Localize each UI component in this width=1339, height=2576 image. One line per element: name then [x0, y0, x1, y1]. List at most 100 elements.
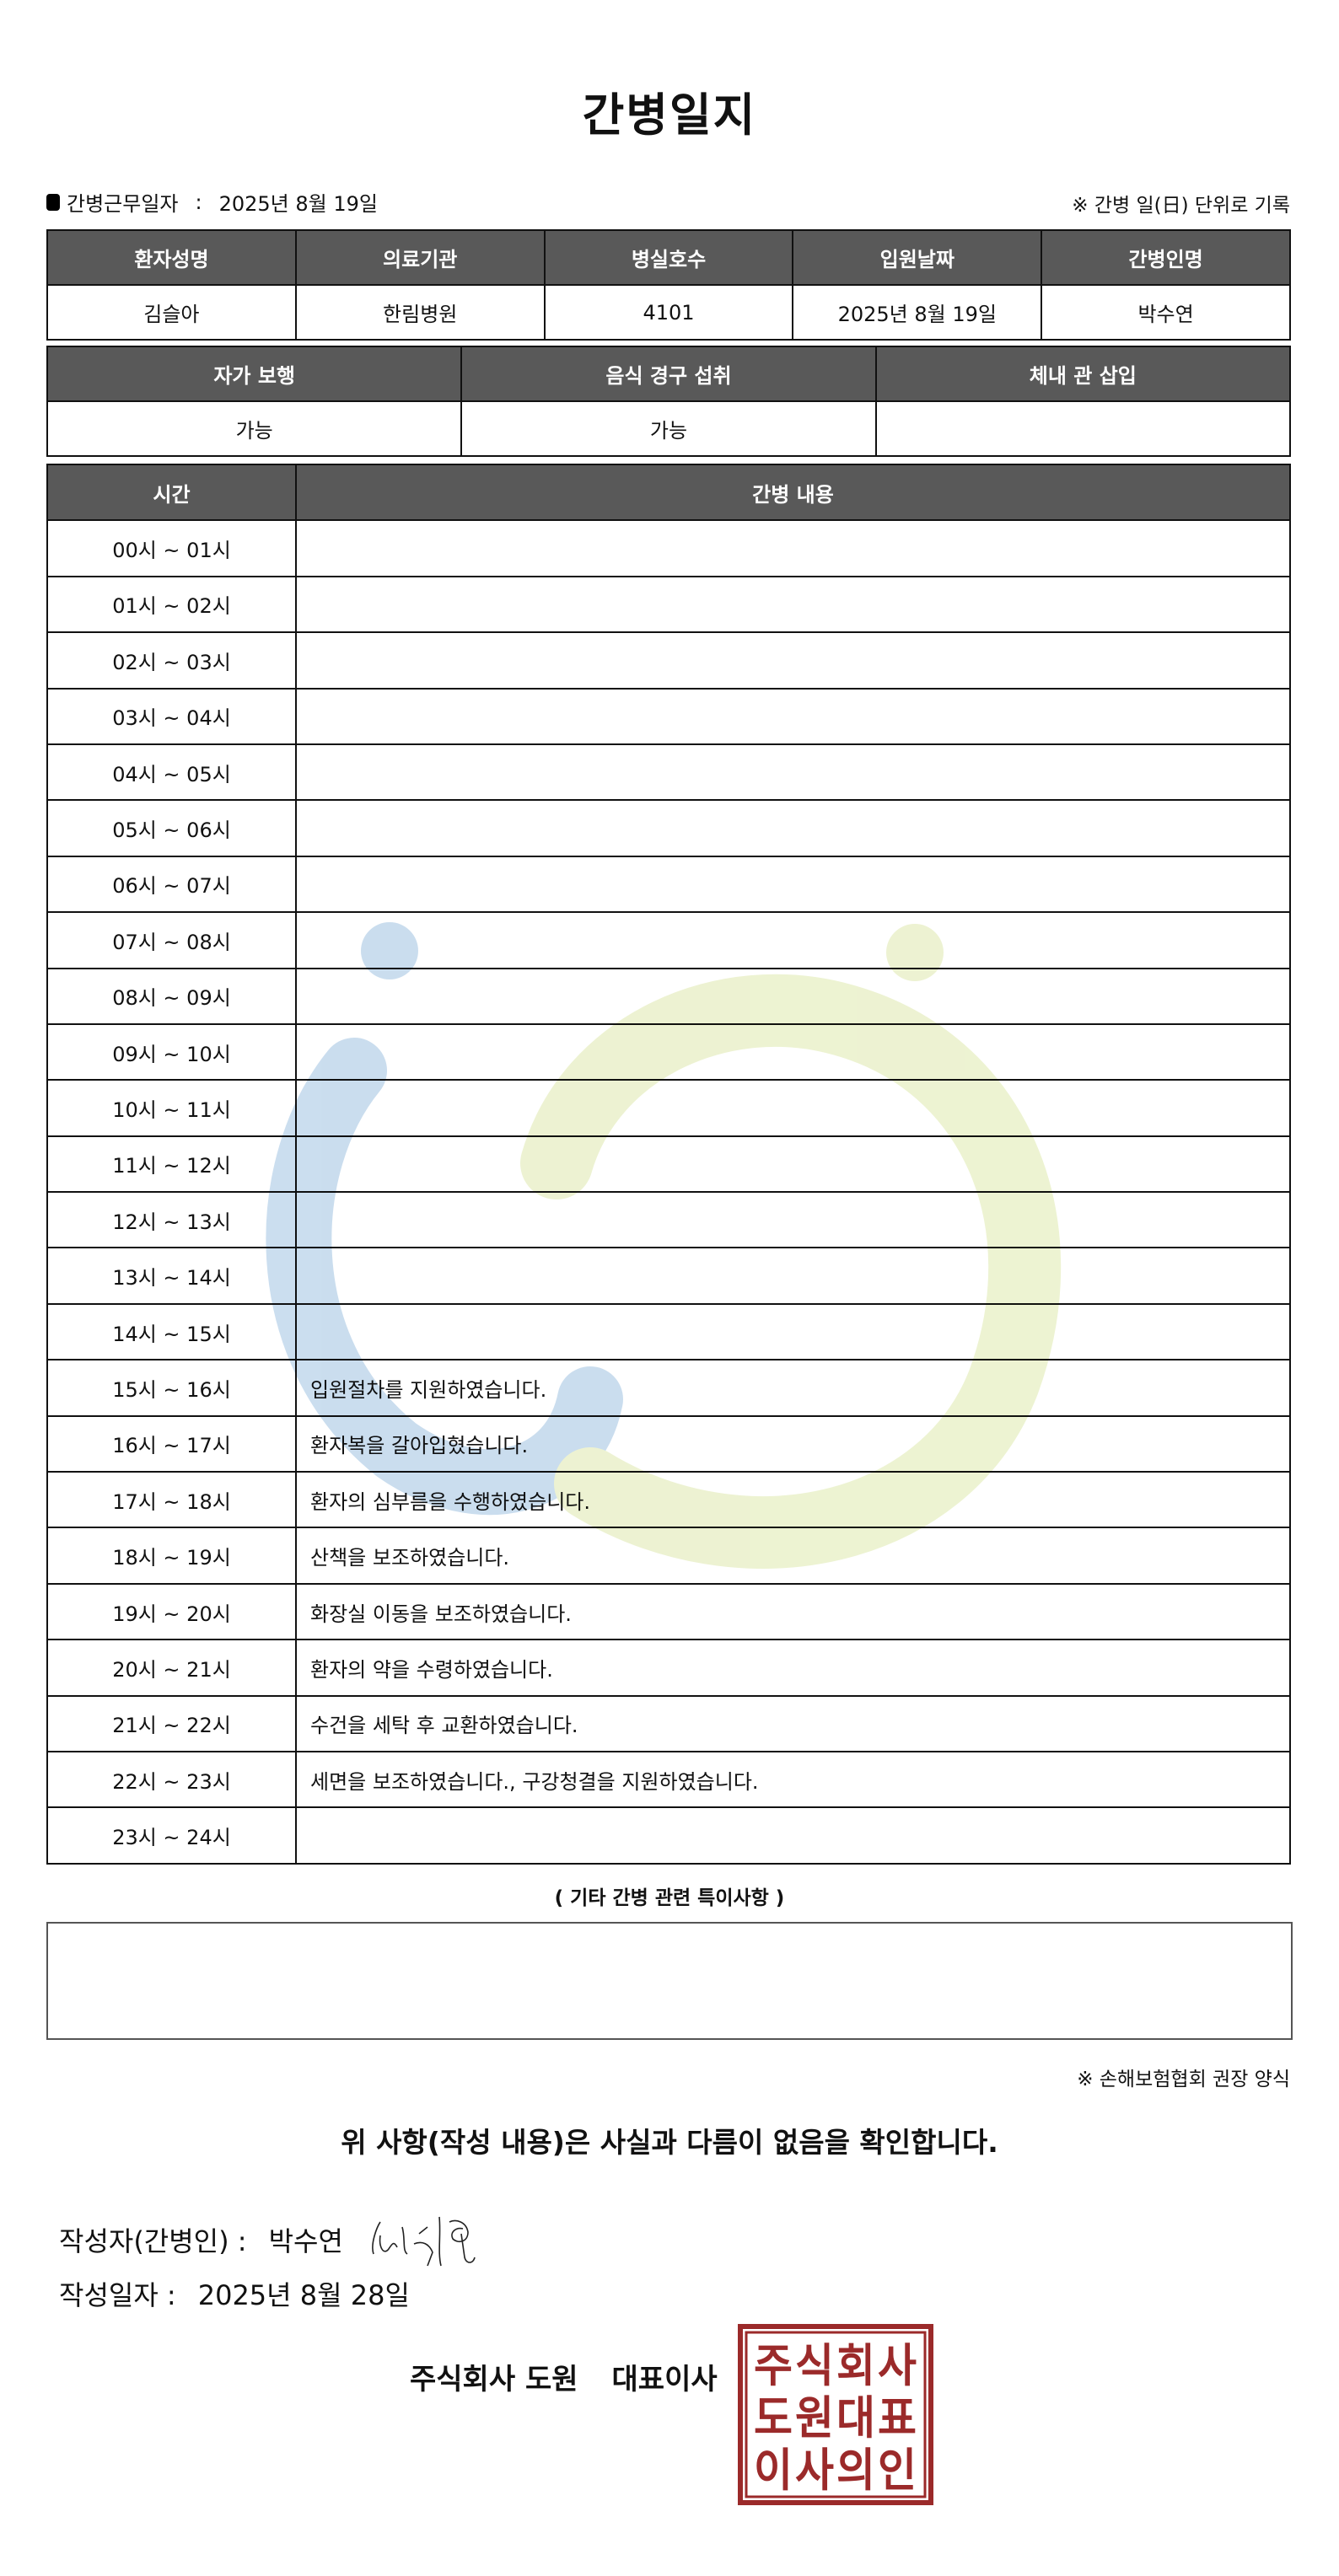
unit-note: ※ 간병 일(日) 단위로 기록: [1072, 195, 1290, 217]
table-row: 19시 ~ 20시 화장실 이동을 보조하였습니다.: [46, 1582, 1291, 1641]
table-row: 01시 ~ 02시: [46, 575, 1291, 634]
seal-char: 식: [795, 2339, 834, 2392]
content-cell: 입원절차를 지원하였습니다.: [295, 1359, 1291, 1417]
time-cell: 03시 ~ 04시: [46, 687, 297, 745]
write-date: 2025년 8월 28일: [197, 2279, 410, 2311]
time-cell: 12시 ~ 13시: [46, 1191, 297, 1249]
content-cell: [295, 519, 1291, 577]
time-cell: 18시 ~ 19시: [46, 1527, 297, 1585]
time-cell: 05시 ~ 06시: [46, 799, 297, 857]
content-cell: 환자복을 갈아입혔습니다.: [295, 1414, 1291, 1473]
time-cell: 22시 ~ 23시: [46, 1750, 297, 1809]
work-date-line: 간병근무일자 : 2025년 8월 19일: [46, 187, 378, 217]
bullet-icon: [46, 193, 60, 211]
time-cell: 08시 ~ 09시: [46, 967, 297, 1025]
patient-name: 김슬아: [46, 284, 297, 341]
table-row: 17시 ~ 18시 환자의 심부름을 수행하였습니다.: [46, 1471, 1291, 1529]
work-date-value: 2025년 8월 19일: [218, 192, 378, 216]
table-row: 02시 ~ 03시: [46, 631, 1291, 690]
table-row: 22시 ~ 23시 세면을 보조하였습니다., 구강청결을 지원하였습니다.: [46, 1750, 1291, 1809]
seal-char: 원: [795, 2391, 834, 2445]
caregiver: 박수연: [1041, 284, 1291, 341]
content-cell: [295, 1302, 1291, 1361]
table-row: 07시 ~ 08시: [46, 911, 1291, 969]
write-date-label: 작성일자 :: [59, 2279, 176, 2311]
seal-char: 사: [795, 2444, 834, 2497]
content-cell: 산책을 보조하였습니다.: [295, 1527, 1291, 1585]
header-room: 병실호수: [543, 229, 794, 286]
care-log-table: 시간 간병 내용 00시 ~ 01시 01시 ~ 02시 02시 ~ 03시 03시 …: [46, 463, 1291, 1865]
table-row: 18시 ~ 19시 산책을 보조하였습니다.: [46, 1527, 1291, 1585]
patient-info-table: 환자성명 의료기관 병실호수 입원날짜 간병인명 김슬아 한림병원 4101 2…: [46, 229, 1291, 341]
time-cell: 20시 ~ 21시: [46, 1639, 297, 1697]
writer-label: 작성자(간병인) :: [59, 2225, 247, 2257]
table-row: 05시 ~ 06시: [46, 799, 1291, 857]
form-note: ※ 손해보험협회 권장 양식: [1077, 2069, 1290, 2090]
content-cell: [295, 575, 1291, 634]
time-cell: 15시 ~ 16시: [46, 1359, 297, 1417]
content-cell: [295, 1022, 1291, 1081]
content-cell: [295, 855, 1291, 914]
time-cell: 21시 ~ 22시: [46, 1694, 297, 1752]
company-name: 주식회사 도원: [410, 2363, 578, 2396]
seal-char: 의: [836, 2444, 875, 2497]
table-row: 03시 ~ 04시: [46, 687, 1291, 745]
table-row: 21시 ~ 22시 수건을 세탁 후 교환하였습니다.: [46, 1694, 1291, 1752]
seal-char: 대: [836, 2391, 875, 2445]
content-cell: [295, 1806, 1291, 1865]
content-cell: [295, 687, 1291, 745]
content-cell: [295, 1191, 1291, 1249]
work-date-sep: :: [195, 190, 202, 214]
oral-intake: 가능: [460, 400, 877, 457]
table-row: 11시 ~ 12시: [46, 1135, 1291, 1194]
content-cell: [295, 911, 1291, 969]
header-admission-date: 입원날짜: [792, 229, 1043, 286]
tube: [874, 400, 1292, 457]
signature-icon: [372, 2216, 476, 2267]
table-row: 00시 ~ 01시: [46, 519, 1291, 577]
time-cell: 19시 ~ 20시: [46, 1582, 297, 1641]
other-notes-title: ( 기타 간병 관련 특이사항 ): [554, 1887, 785, 1909]
writer-name: 박수연: [268, 2225, 343, 2257]
time-cell: 10시 ~ 11시: [46, 1079, 297, 1137]
table-row: 23시 ~ 24시: [46, 1806, 1291, 1865]
content-cell: [295, 1247, 1291, 1305]
table-row: 13시 ~ 14시: [46, 1247, 1291, 1305]
header-caregiver: 간병인명: [1041, 229, 1291, 286]
table-row: 10시 ~ 11시: [46, 1079, 1291, 1137]
content-cell: [295, 743, 1291, 802]
confirmation-text: 위 사항(작성 내용)은 사실과 다름이 없음을 확인합니다.: [341, 2126, 998, 2159]
seal-char: 사: [878, 2339, 917, 2392]
company-line: 주식회사 도원 대표이사: [410, 2356, 718, 2397]
content-cell: [295, 1135, 1291, 1194]
table-row: 04시 ~ 05시: [46, 743, 1291, 802]
admission-date: 2025년 8월 19일: [792, 284, 1043, 341]
header-content: 간병 내용: [295, 463, 1291, 522]
table-row: 16시 ~ 17시 환자복을 갈아입혔습니다.: [46, 1414, 1291, 1473]
time-cell: 16시 ~ 17시: [46, 1414, 297, 1473]
content-cell: 환자의 약을 수령하였습니다.: [295, 1639, 1291, 1697]
time-cell: 04시 ~ 05시: [46, 743, 297, 802]
time-cell: 01시 ~ 02시: [46, 575, 297, 634]
header-institution: 의료기관: [294, 229, 546, 286]
table-row: 09시 ~ 10시: [46, 1022, 1291, 1081]
header-walking: 자가 보행: [46, 346, 463, 402]
walking: 가능: [46, 400, 463, 457]
work-date-label: 간병근무일자: [67, 192, 179, 216]
time-cell: 23시 ~ 24시: [46, 1806, 297, 1865]
room: 4101: [543, 284, 794, 341]
content-cell: 수건을 세탁 후 교환하였습니다.: [295, 1694, 1291, 1752]
seal-char: 인: [878, 2444, 917, 2497]
institution: 한림병원: [294, 284, 546, 341]
write-date-line: 작성일자 : 2025년 8월 28일: [59, 2274, 410, 2313]
time-cell: 11시 ~ 12시: [46, 1135, 297, 1194]
header-tube: 체내 관 삽입: [874, 346, 1292, 402]
content-cell: [295, 631, 1291, 690]
table-row: 06시 ~ 07시: [46, 855, 1291, 914]
writer-line: 작성자(간병인) : 박수연: [59, 2210, 520, 2269]
time-cell: 02시 ~ 03시: [46, 631, 297, 690]
seal-char: 주: [754, 2339, 793, 2392]
time-cell: 07시 ~ 08시: [46, 911, 297, 969]
content-cell: 세면을 보조하였습니다., 구강청결을 지원하였습니다.: [295, 1750, 1291, 1809]
status-table: 자가 보행 음식 경구 섭취 체내 관 삽입 가능 가능: [46, 346, 1292, 457]
